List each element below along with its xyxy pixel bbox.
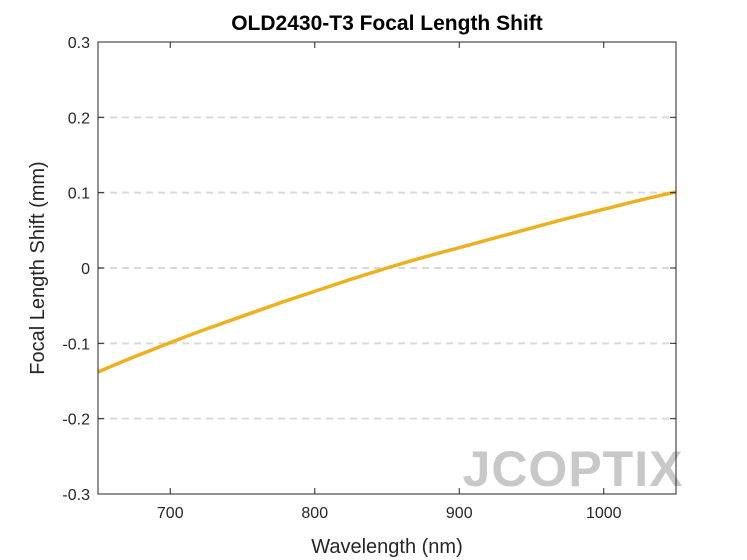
y-tick-labels: -0.3 -0.2 -0.1 0 0.1 0.2 0.3 <box>62 35 90 504</box>
y-tick-label: -0.1 <box>62 336 90 353</box>
chart-title: OLD2430-T3 Focal Length Shift <box>231 12 543 35</box>
y-tick-label: 0.2 <box>68 110 90 127</box>
y-tick-label: -0.3 <box>62 487 90 504</box>
y-tick-label: 0.1 <box>68 186 90 203</box>
y-tick-label: 0 <box>81 261 90 278</box>
axis-ticks <box>98 41 676 495</box>
x-axis-label: Wavelength (nm) <box>311 536 463 558</box>
x-tick-labels: 700 800 900 1000 <box>157 505 622 522</box>
x-tick-label: 700 <box>157 505 184 522</box>
y-axis-label: Focal Length Shift (mm) <box>27 161 49 374</box>
watermark: JCOPTIX <box>463 441 684 497</box>
series-layer <box>97 190 677 374</box>
y-tick-label: -0.2 <box>62 412 90 429</box>
series-line <box>97 190 677 374</box>
y-tick-label: 0.3 <box>68 35 90 52</box>
x-tick-label: 800 <box>301 505 328 522</box>
x-tick-label: 900 <box>446 505 473 522</box>
x-tick-label: 1000 <box>586 505 622 522</box>
watermark-text: JCOPTIX <box>463 441 684 497</box>
